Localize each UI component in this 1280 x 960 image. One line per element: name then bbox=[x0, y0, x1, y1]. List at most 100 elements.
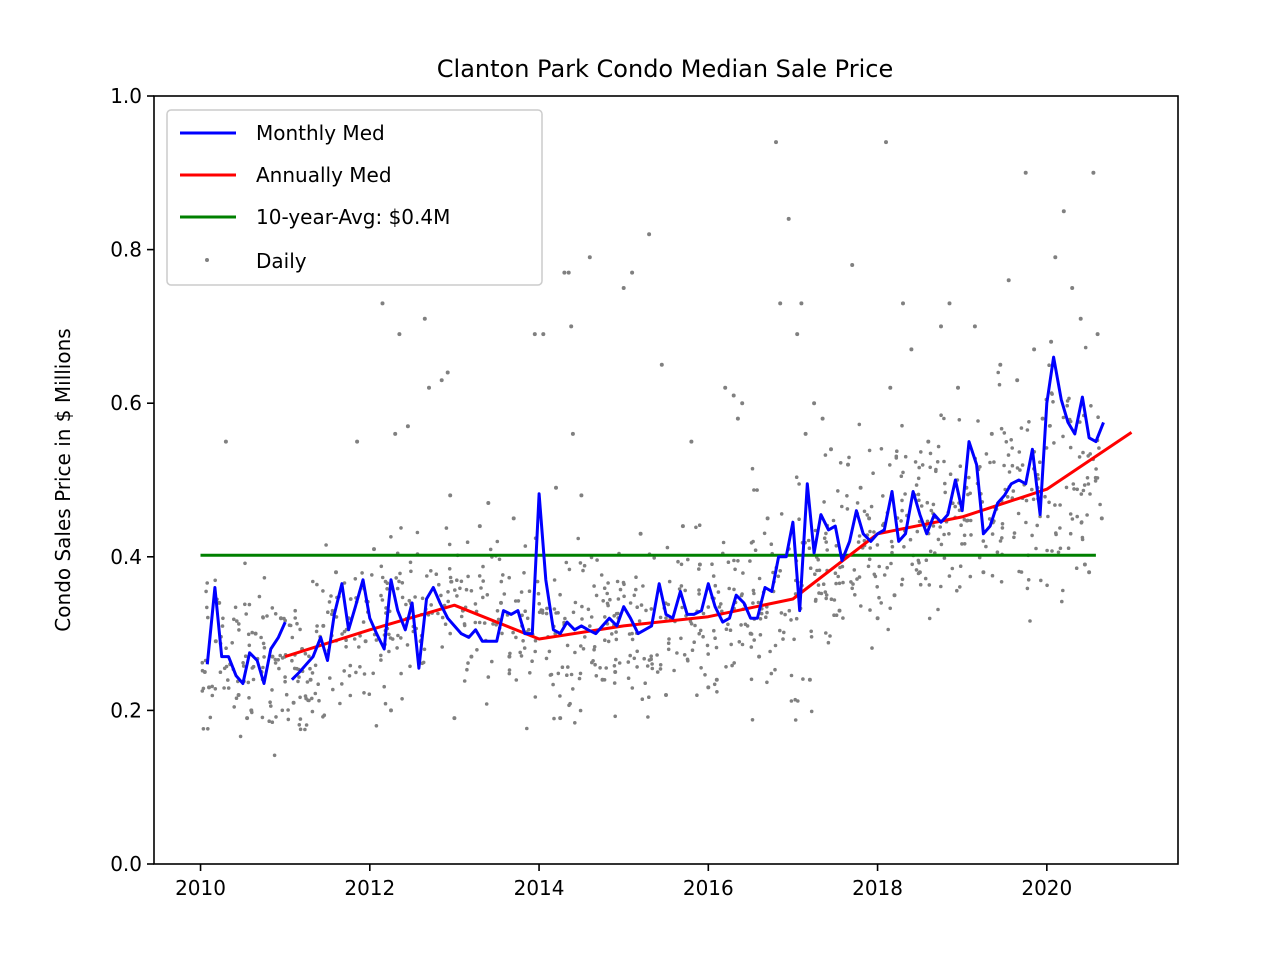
daily-point bbox=[834, 544, 839, 548]
daily-point bbox=[314, 629, 319, 634]
daily-point bbox=[838, 565, 842, 570]
daily-point bbox=[382, 684, 387, 689]
daily-point bbox=[448, 493, 453, 498]
daily-point bbox=[272, 753, 277, 758]
daily-point bbox=[857, 534, 862, 538]
daily-point bbox=[425, 574, 429, 578]
daily-point bbox=[751, 601, 755, 605]
daily-point bbox=[697, 567, 701, 571]
daily-point bbox=[1045, 583, 1049, 588]
daily-point bbox=[762, 531, 767, 536]
daily-point bbox=[875, 543, 880, 547]
daily-point bbox=[868, 608, 872, 612]
daily-point bbox=[728, 628, 733, 632]
daily-point bbox=[449, 580, 453, 584]
daily-point bbox=[601, 599, 605, 603]
daily-point bbox=[380, 575, 385, 580]
daily-point bbox=[445, 370, 450, 375]
daily-point bbox=[807, 546, 812, 550]
daily-point bbox=[826, 640, 831, 645]
daily-point bbox=[1094, 467, 1098, 471]
daily-point bbox=[634, 587, 638, 592]
daily-point bbox=[608, 597, 612, 602]
daily-point bbox=[310, 709, 315, 714]
daily-point bbox=[902, 545, 906, 549]
daily-point bbox=[447, 542, 452, 547]
daily-point bbox=[881, 494, 885, 498]
daily-point bbox=[962, 542, 967, 546]
daily-point bbox=[560, 665, 565, 669]
chart-title: Clanton Park Condo Median Sale Price bbox=[437, 55, 893, 83]
daily-point bbox=[220, 624, 225, 628]
daily-point bbox=[1086, 454, 1090, 458]
daily-point bbox=[1032, 347, 1037, 352]
daily-point bbox=[968, 574, 973, 579]
daily-point bbox=[459, 614, 464, 619]
daily-point bbox=[295, 621, 299, 626]
daily-point bbox=[635, 665, 639, 669]
daily-point bbox=[768, 649, 772, 654]
daily-point bbox=[315, 624, 319, 628]
daily-point bbox=[1099, 516, 1104, 521]
daily-point bbox=[551, 682, 555, 687]
daily-point bbox=[466, 661, 470, 665]
daily-point bbox=[913, 460, 918, 464]
daily-point bbox=[541, 332, 546, 337]
daily-point bbox=[988, 460, 992, 465]
daily-point bbox=[689, 622, 694, 626]
daily-point bbox=[208, 715, 213, 720]
daily-point bbox=[680, 524, 685, 529]
daily-point bbox=[297, 723, 302, 727]
daily-point bbox=[1068, 531, 1073, 536]
daily-point bbox=[409, 569, 413, 574]
daily-point bbox=[397, 332, 402, 337]
daily-point bbox=[1061, 434, 1065, 439]
daily-point bbox=[793, 697, 797, 702]
daily-point bbox=[786, 216, 791, 221]
daily-point bbox=[753, 548, 758, 552]
daily-point bbox=[582, 563, 587, 568]
daily-point bbox=[808, 566, 813, 570]
daily-point bbox=[606, 639, 611, 644]
daily-point bbox=[1046, 514, 1050, 519]
daily-point bbox=[362, 672, 367, 676]
daily-point bbox=[1053, 255, 1058, 260]
daily-point bbox=[427, 385, 431, 390]
daily-point bbox=[577, 676, 582, 681]
daily-point bbox=[565, 643, 570, 648]
daily-point bbox=[834, 613, 839, 617]
daily-point bbox=[739, 623, 743, 627]
daily-point bbox=[500, 631, 504, 636]
daily-point bbox=[344, 645, 348, 649]
daily-point bbox=[899, 519, 903, 523]
daily-point bbox=[712, 682, 717, 687]
daily-point bbox=[857, 422, 862, 427]
daily-point bbox=[919, 450, 923, 454]
y-tick-label: 0.8 bbox=[110, 238, 142, 262]
daily-point bbox=[313, 691, 318, 696]
daily-point bbox=[732, 661, 736, 665]
daily-point bbox=[769, 671, 774, 676]
daily-point bbox=[872, 572, 877, 577]
daily-point bbox=[697, 631, 701, 636]
daily-point bbox=[283, 679, 287, 684]
daily-point bbox=[644, 608, 648, 613]
daily-point bbox=[737, 640, 742, 644]
daily-point bbox=[699, 666, 703, 670]
daily-point bbox=[455, 578, 459, 582]
daily-point bbox=[637, 619, 642, 623]
daily-point bbox=[916, 476, 921, 481]
daily-point bbox=[750, 718, 755, 722]
daily-point bbox=[204, 589, 208, 594]
daily-point bbox=[1020, 463, 1025, 467]
daily-point bbox=[989, 431, 994, 436]
daily-point bbox=[867, 448, 872, 453]
daily-point bbox=[947, 532, 951, 536]
daily-point bbox=[832, 598, 837, 602]
daily-point bbox=[223, 439, 228, 444]
daily-point bbox=[692, 640, 696, 644]
daily-point bbox=[251, 664, 256, 669]
daily-point bbox=[552, 607, 557, 611]
daily-point bbox=[829, 447, 833, 452]
daily-point bbox=[618, 587, 623, 592]
